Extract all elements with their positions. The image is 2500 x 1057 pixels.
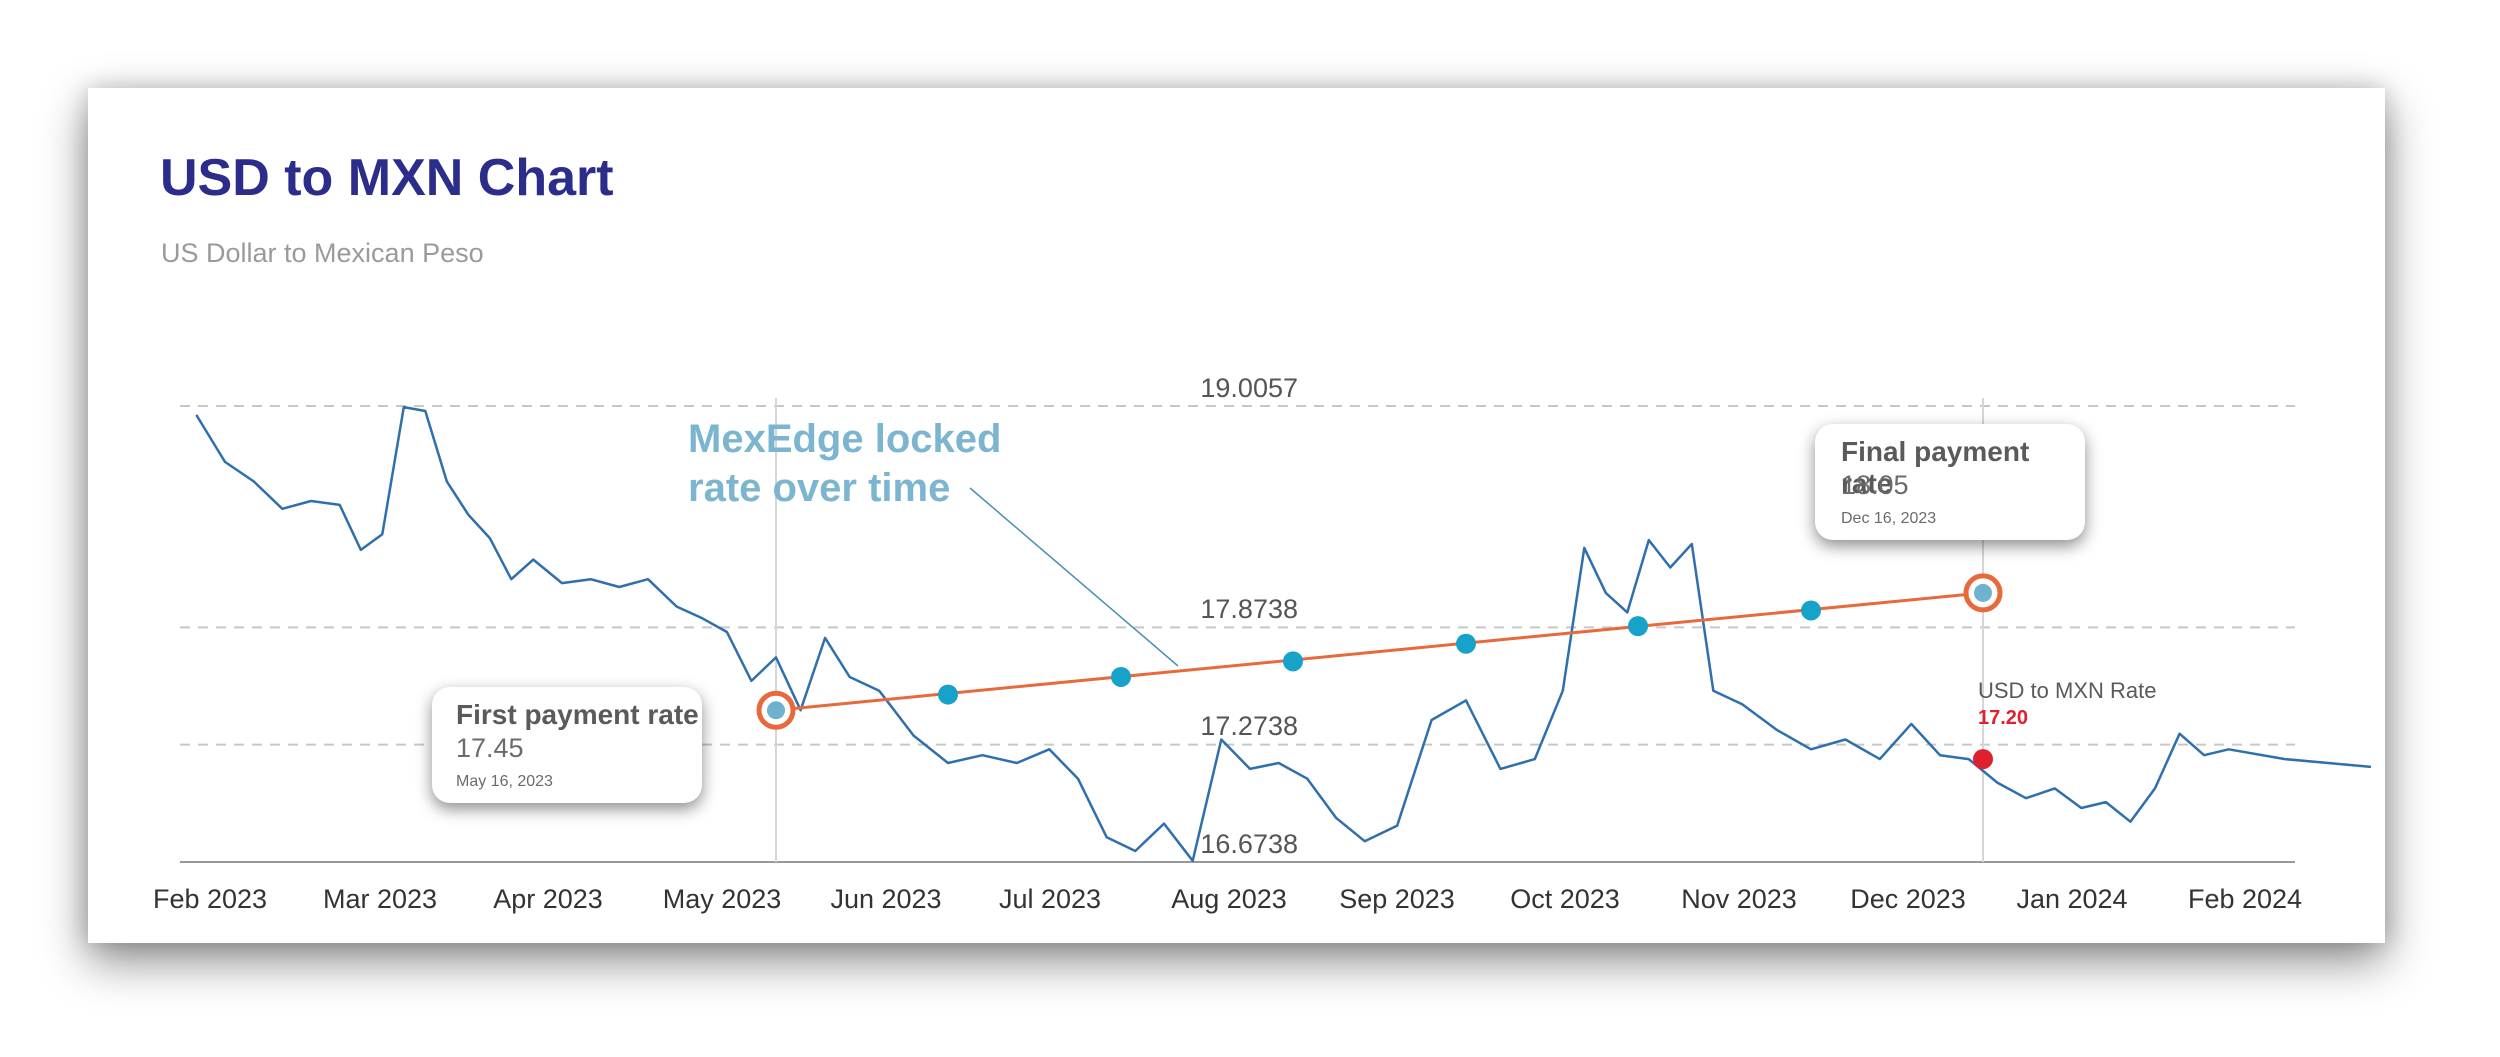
locked-rate-annotation: MexEdge locked rate over time <box>688 415 1001 513</box>
locked-rate-dot <box>1283 651 1303 672</box>
x-tick-label: Mar 2023 <box>322 884 438 914</box>
annotation-line-2: rate over time <box>688 466 951 510</box>
current-rate-dot <box>1973 749 1993 770</box>
locked-rate-line <box>775 591 1984 712</box>
x-tick-label: Nov 2023 <box>1681 884 1797 914</box>
page-subtitle: US Dollar to Mexican Peso <box>161 238 484 268</box>
x-tick-label: Dec 2023 <box>1850 884 1966 914</box>
x-tick-label: Apr 2023 <box>493 884 603 914</box>
locked-rate-dot <box>1456 633 1476 654</box>
current-rate-label: USD to MXN Rate <box>1978 678 2157 703</box>
x-tick-label: Sep 2023 <box>1339 884 1455 914</box>
locked-rate-dot <box>1111 666 1131 687</box>
y-tick-label-17-8738: 17.8738 <box>1200 594 1298 624</box>
x-tick-label: Aug 2023 <box>1171 884 1287 914</box>
final-payment-date: Dec 16, 2023 <box>1841 510 1937 527</box>
first-payment-value: 17.45 <box>456 733 524 763</box>
x-tick-label: Jun 2023 <box>830 884 942 914</box>
y-tick-label-16-6738: 16.6738 <box>1200 829 1298 859</box>
y-tick-label-19-0057: 19.0057 <box>1200 373 1298 403</box>
locked-rate-dot <box>938 684 958 705</box>
first-payment-callout: First payment rate 17.45 May 16, 2023 <box>432 687 702 803</box>
x-tick-label: Oct 2023 <box>1510 884 1620 914</box>
x-tick-label: May 2023 <box>662 884 782 914</box>
annotation-leader-line <box>969 487 1179 667</box>
payment-dot <box>1974 583 1992 602</box>
first-payment-title: First payment rate <box>456 699 699 730</box>
final-payment-value: 18.05 <box>1841 470 1909 500</box>
x-tick-label: Jul 2023 <box>998 884 1102 914</box>
final-payment-callout: Final payment rate 18.05 Dec 16, 2023 <box>1815 424 2085 540</box>
annotation-line-1: MexEdge locked <box>688 417 1002 461</box>
y-tick-label-17-2738: 17.2738 <box>1200 711 1298 741</box>
x-tick-label: Feb 2024 <box>2187 884 2303 914</box>
first-payment-date: May 16, 2023 <box>456 773 553 790</box>
x-tick-label: Feb 2023 <box>152 884 268 914</box>
payment-dot <box>767 701 785 720</box>
locked-rate-dot <box>1628 616 1648 637</box>
page-title: USD to MXN Chart <box>160 149 614 207</box>
current-rate-value: 17.20 <box>1978 707 2029 729</box>
rate-series-line <box>195 405 2372 863</box>
final-payment-title: Final payment rate <box>1841 436 2030 499</box>
locked-rate-dot <box>1801 600 1821 621</box>
x-tick-label: Jan 2024 <box>2016 884 2128 914</box>
